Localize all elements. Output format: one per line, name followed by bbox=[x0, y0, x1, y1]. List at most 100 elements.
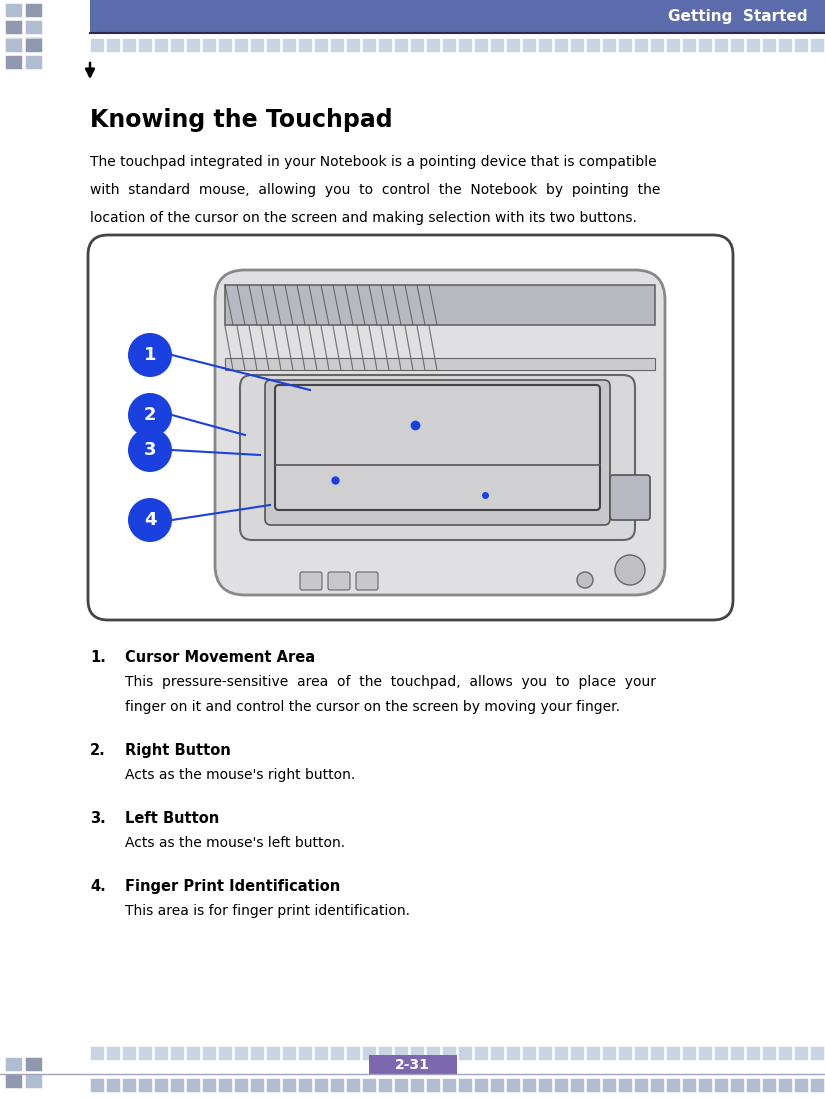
Bar bbox=[394, 38, 408, 52]
Bar bbox=[250, 1078, 264, 1093]
Bar bbox=[570, 38, 584, 52]
FancyBboxPatch shape bbox=[88, 235, 733, 620]
Bar bbox=[410, 1046, 424, 1060]
Bar bbox=[650, 1078, 664, 1093]
Bar bbox=[570, 1078, 584, 1093]
Bar bbox=[810, 1046, 824, 1060]
Bar bbox=[106, 1078, 120, 1093]
Bar bbox=[666, 1046, 680, 1060]
Bar bbox=[225, 285, 655, 325]
Bar bbox=[762, 38, 776, 52]
Bar bbox=[442, 38, 456, 52]
Bar bbox=[794, 38, 808, 52]
Bar bbox=[378, 1078, 392, 1093]
Bar bbox=[714, 1046, 728, 1060]
Bar bbox=[730, 1078, 744, 1093]
Bar bbox=[170, 1046, 184, 1060]
Bar bbox=[346, 1078, 360, 1093]
Bar bbox=[682, 38, 696, 52]
Bar bbox=[602, 38, 616, 52]
Bar bbox=[682, 1078, 696, 1093]
Bar bbox=[506, 1078, 520, 1093]
Bar bbox=[314, 38, 328, 52]
Bar bbox=[282, 1078, 296, 1093]
Bar bbox=[778, 1046, 792, 1060]
Bar bbox=[682, 1046, 696, 1060]
Text: 4: 4 bbox=[144, 511, 156, 529]
Bar bbox=[154, 38, 168, 52]
Bar bbox=[90, 0, 825, 32]
Text: with  standard  mouse,  allowing  you  to  control  the  Notebook  by  pointing : with standard mouse, allowing you to con… bbox=[90, 183, 660, 197]
Bar bbox=[202, 38, 216, 52]
Bar bbox=[746, 38, 760, 52]
Bar bbox=[25, 1057, 42, 1071]
Bar bbox=[394, 1046, 408, 1060]
Bar bbox=[234, 1046, 248, 1060]
Bar bbox=[698, 38, 712, 52]
Bar bbox=[5, 38, 22, 52]
Bar bbox=[442, 1078, 456, 1093]
Bar bbox=[778, 1078, 792, 1093]
Bar bbox=[522, 38, 536, 52]
Bar bbox=[138, 38, 152, 52]
Bar bbox=[298, 1078, 312, 1093]
Bar bbox=[170, 38, 184, 52]
FancyBboxPatch shape bbox=[610, 475, 650, 520]
Bar bbox=[186, 1046, 200, 1060]
Text: Cursor Movement Area: Cursor Movement Area bbox=[125, 650, 315, 665]
Bar bbox=[266, 38, 280, 52]
Bar bbox=[362, 38, 376, 52]
Bar bbox=[90, 1078, 104, 1093]
Bar bbox=[618, 1078, 632, 1093]
Bar bbox=[538, 38, 552, 52]
Bar bbox=[458, 38, 472, 52]
Bar bbox=[426, 1078, 440, 1093]
Bar bbox=[5, 20, 22, 34]
Bar bbox=[602, 1046, 616, 1060]
Bar bbox=[5, 3, 22, 16]
Bar bbox=[714, 38, 728, 52]
Bar bbox=[426, 38, 440, 52]
Bar bbox=[25, 20, 42, 34]
Bar bbox=[538, 1078, 552, 1093]
Bar bbox=[266, 1046, 280, 1060]
Bar bbox=[25, 38, 42, 52]
Text: 3.: 3. bbox=[90, 811, 106, 826]
Bar bbox=[746, 1046, 760, 1060]
Bar bbox=[506, 38, 520, 52]
Bar bbox=[522, 1046, 536, 1060]
Bar bbox=[554, 1078, 568, 1093]
Bar bbox=[346, 38, 360, 52]
Bar bbox=[25, 37, 42, 51]
FancyBboxPatch shape bbox=[356, 572, 378, 590]
Bar bbox=[250, 1046, 264, 1060]
Text: Right Button: Right Button bbox=[125, 743, 231, 758]
Text: 1: 1 bbox=[144, 346, 156, 365]
Text: This area is for finger print identification.: This area is for finger print identifica… bbox=[125, 904, 410, 918]
Bar bbox=[650, 38, 664, 52]
Bar bbox=[225, 358, 655, 370]
Circle shape bbox=[128, 333, 172, 377]
Bar bbox=[618, 38, 632, 52]
Bar bbox=[25, 1074, 42, 1088]
Bar bbox=[794, 1046, 808, 1060]
Bar bbox=[490, 1078, 504, 1093]
Bar bbox=[202, 1078, 216, 1093]
Text: The touchpad integrated in your Notebook is a pointing device that is compatible: The touchpad integrated in your Notebook… bbox=[90, 155, 657, 169]
Bar bbox=[602, 1078, 616, 1093]
Bar bbox=[730, 38, 744, 52]
Bar bbox=[5, 55, 22, 69]
Bar bbox=[138, 1046, 152, 1060]
Circle shape bbox=[577, 572, 593, 589]
Text: 2.: 2. bbox=[90, 743, 106, 758]
Bar bbox=[346, 1046, 360, 1060]
Bar bbox=[410, 1078, 424, 1093]
Bar bbox=[138, 1078, 152, 1093]
Bar bbox=[714, 1078, 728, 1093]
Bar bbox=[90, 1046, 104, 1060]
Bar bbox=[314, 1078, 328, 1093]
Bar bbox=[474, 1046, 488, 1060]
Bar bbox=[330, 1046, 344, 1060]
Bar bbox=[458, 1046, 472, 1060]
Bar bbox=[490, 1046, 504, 1060]
